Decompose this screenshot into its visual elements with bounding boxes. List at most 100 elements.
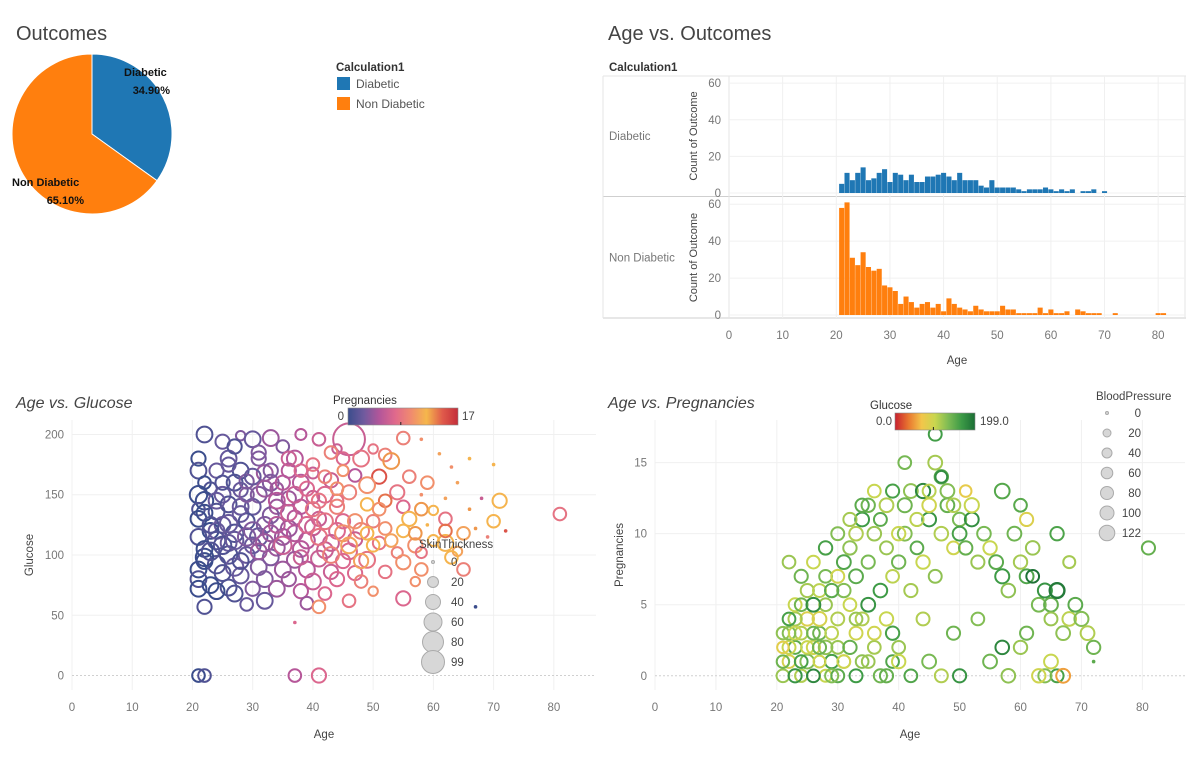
scatter-point[interactable] <box>293 463 309 478</box>
scatter-point[interactable] <box>890 526 907 542</box>
scatter-point[interactable] <box>787 668 803 684</box>
hist-bar-non-diabetic[interactable] <box>865 267 872 315</box>
scatter-point[interactable] <box>317 469 333 484</box>
scatter-point[interactable] <box>951 525 968 542</box>
scatter-point[interactable] <box>854 611 870 627</box>
scatter-point[interactable] <box>897 455 913 470</box>
scatter-point[interactable] <box>878 497 895 514</box>
scatter-point[interactable] <box>213 485 232 504</box>
hist-bar-non-diabetic[interactable] <box>935 303 941 315</box>
scatter-point[interactable] <box>939 483 956 499</box>
color-legend-bar[interactable] <box>894 412 976 431</box>
scatter-point[interactable] <box>988 554 1005 571</box>
scatter-point[interactable] <box>194 547 215 568</box>
scatter-point[interactable] <box>231 566 250 585</box>
pie-slice-diabetic[interactable] <box>91 53 173 182</box>
scatter-point[interactable] <box>811 639 828 655</box>
scatter-point[interactable] <box>359 497 375 512</box>
scatter-point[interactable] <box>207 491 226 510</box>
scatter-point[interactable] <box>1012 639 1029 656</box>
scatter-point[interactable] <box>485 535 490 539</box>
hist-bar-diabetic[interactable] <box>903 180 909 193</box>
scatter-point[interactable] <box>1037 668 1053 684</box>
scatter-point[interactable] <box>200 541 221 562</box>
scatter-point[interactable] <box>305 457 321 472</box>
scatter-point[interactable] <box>884 625 901 641</box>
scatter-point[interactable] <box>1031 668 1047 684</box>
scatter-point[interactable] <box>909 511 925 528</box>
hist-bar-non-diabetic[interactable] <box>1155 313 1161 315</box>
scatter-point[interactable] <box>336 464 350 478</box>
scatter-point[interactable] <box>921 497 937 514</box>
scatter-point[interactable] <box>781 611 797 627</box>
scatter-point[interactable] <box>903 668 919 684</box>
scatter-point[interactable] <box>1019 625 1035 641</box>
scatter-point[interactable] <box>982 653 998 670</box>
scatter-point[interactable] <box>921 483 937 499</box>
scatter-point[interactable] <box>280 571 297 588</box>
scatter-point[interactable] <box>1062 555 1077 570</box>
hist-bar-diabetic[interactable] <box>962 180 968 193</box>
hist-bar-diabetic[interactable] <box>839 183 845 193</box>
hist-bar-diabetic[interactable] <box>849 180 855 193</box>
scatter-point[interactable] <box>915 611 931 627</box>
scatter-point[interactable] <box>793 597 809 613</box>
scatter-point[interactable] <box>231 552 250 570</box>
scatter-point[interactable] <box>891 640 907 655</box>
scatter-point[interactable] <box>552 506 568 522</box>
hist-bar-diabetic[interactable] <box>1085 191 1091 193</box>
scatter-point[interactable] <box>848 525 864 542</box>
scatter-point[interactable] <box>890 554 907 570</box>
scatter-point[interactable] <box>267 515 286 534</box>
scatter-point[interactable] <box>1140 540 1157 556</box>
scatter-point[interactable] <box>401 469 417 484</box>
scatter-point[interactable] <box>298 480 315 497</box>
scatter-point[interactable] <box>328 498 346 515</box>
scatter-point[interactable] <box>491 492 508 509</box>
scatter-point[interactable] <box>419 492 424 497</box>
hist-bar-diabetic[interactable] <box>844 172 850 193</box>
hist-bar-diabetic[interactable] <box>973 180 979 193</box>
hist-bar-non-diabetic[interactable] <box>844 202 850 315</box>
hist-bar-non-diabetic[interactable] <box>983 311 990 315</box>
scatter-point[interactable] <box>201 515 220 534</box>
scatter-point[interactable] <box>1079 625 1096 642</box>
scatter-point[interactable] <box>1024 540 1041 556</box>
scatter-point[interactable] <box>830 526 846 542</box>
scatter-point[interactable] <box>994 568 1011 585</box>
scatter-point[interactable] <box>1030 596 1047 613</box>
scatter-point[interactable] <box>812 654 827 669</box>
hist-bar-non-diabetic[interactable] <box>1053 313 1059 315</box>
scatter-point[interactable] <box>914 482 932 500</box>
scatter-point[interactable] <box>226 438 243 455</box>
hist-bar-non-diabetic[interactable] <box>855 265 861 315</box>
scatter-point[interactable] <box>383 533 399 548</box>
hist-bar-non-diabetic[interactable] <box>908 302 914 315</box>
hist-bar-diabetic[interactable] <box>951 180 957 193</box>
hist-bar-non-diabetic[interactable] <box>903 296 909 315</box>
hist-bar-non-diabetic[interactable] <box>892 291 898 315</box>
scatter-point[interactable] <box>377 447 393 463</box>
hist-bar-diabetic[interactable] <box>983 187 990 193</box>
scatter-point[interactable] <box>395 499 411 515</box>
hist-bar-non-diabetic[interactable] <box>1000 305 1006 315</box>
scatter-point[interactable] <box>382 452 401 470</box>
scatter-point[interactable] <box>1061 611 1078 627</box>
pie-slice-non-diabetic[interactable] <box>11 53 158 215</box>
scatter-point[interactable] <box>793 654 809 669</box>
scatter-point[interactable] <box>329 481 345 497</box>
hist-bar-diabetic[interactable] <box>1016 189 1022 193</box>
scatter-point[interactable] <box>195 425 214 444</box>
scatter-point[interactable] <box>1000 582 1017 599</box>
scatter-point[interactable] <box>902 483 919 499</box>
scatter-point[interactable] <box>212 535 233 556</box>
scatter-point[interactable] <box>365 513 381 529</box>
hist-bar-non-diabetic[interactable] <box>887 287 893 315</box>
scatter-point[interactable] <box>878 611 895 627</box>
scatter-point[interactable] <box>426 534 440 548</box>
hist-bar-non-diabetic[interactable] <box>946 298 952 315</box>
scatter-point[interactable] <box>830 668 846 684</box>
scatter-point[interactable] <box>903 582 919 599</box>
hist-bar-diabetic[interactable] <box>1101 191 1108 193</box>
hist-bar-non-diabetic[interactable] <box>919 303 925 315</box>
